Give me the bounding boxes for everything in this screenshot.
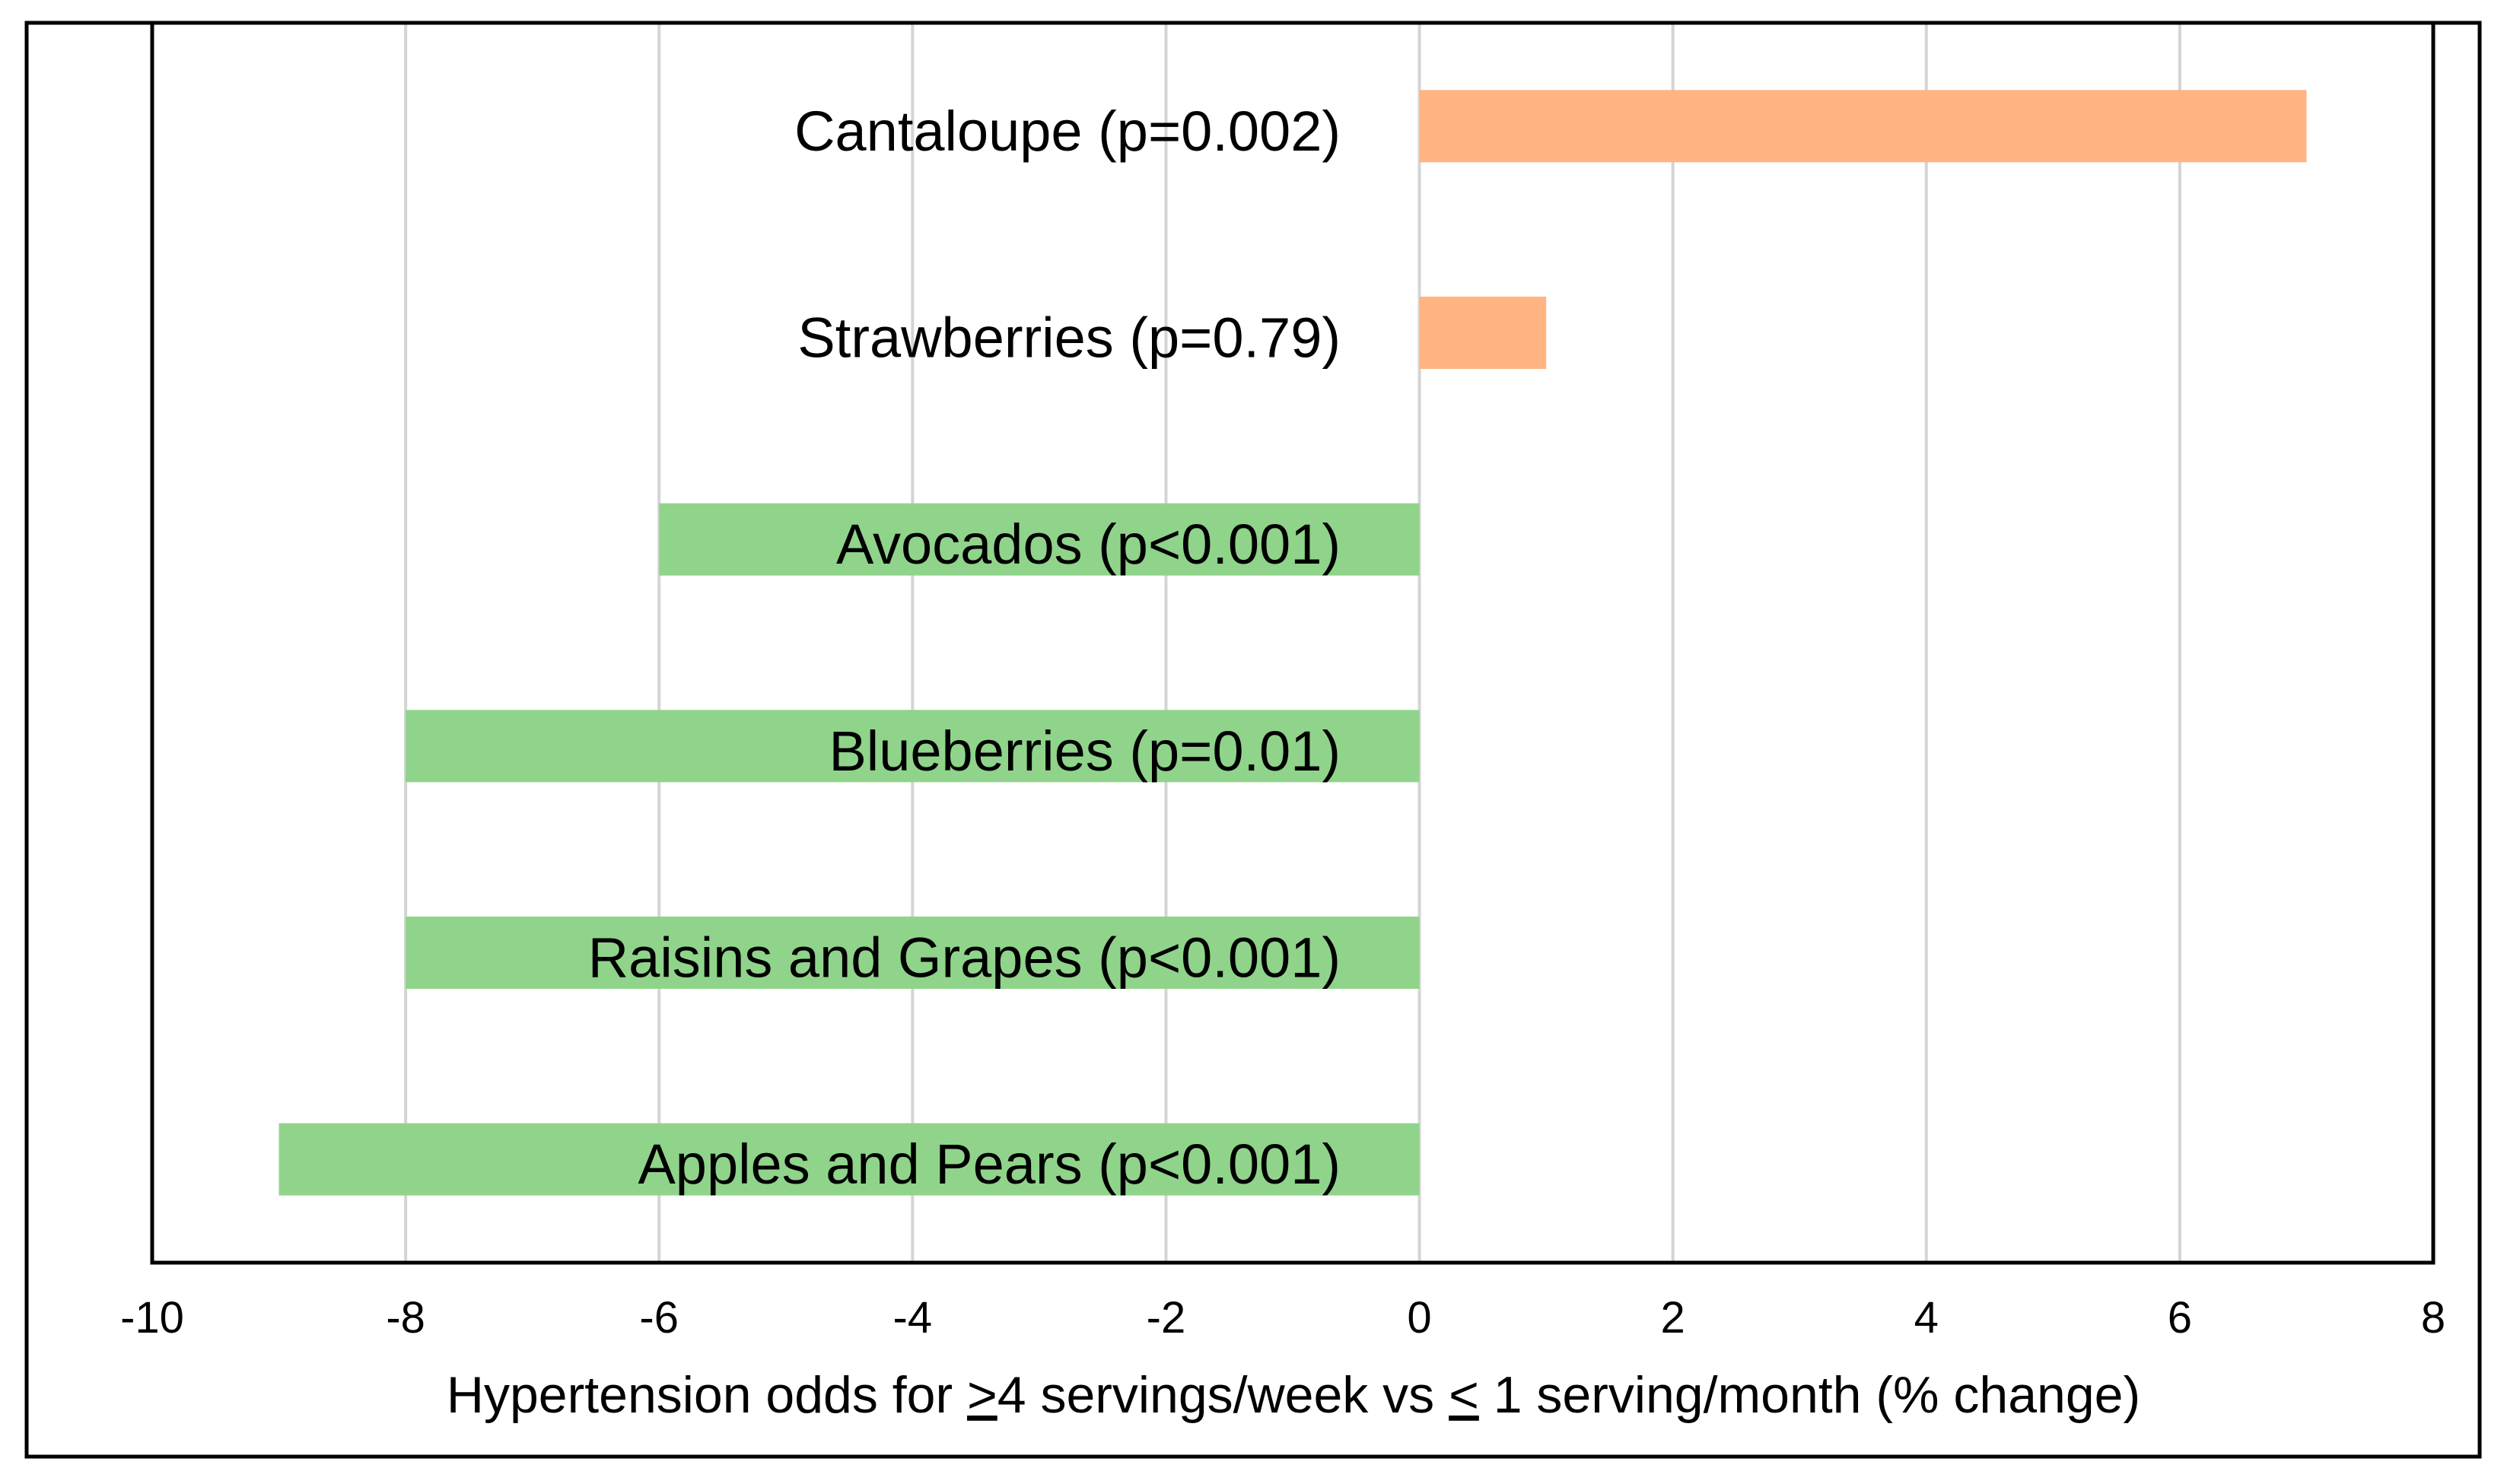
x-tick-label: 2 <box>1661 1293 1685 1343</box>
bar <box>406 917 1420 989</box>
category-label: Avocados (p<0.001) <box>836 513 1341 576</box>
x-tick-label: -2 <box>1147 1293 1186 1343</box>
x-axis-title: Hypertension odds for >4 servings/week v… <box>447 1366 2140 1424</box>
x-tick-label: -10 <box>120 1293 184 1343</box>
grid-lines <box>404 23 2181 1263</box>
plot-frame <box>150 21 2436 1265</box>
bar <box>659 503 1420 576</box>
bars <box>278 90 2307 1196</box>
x-tick-label: -4 <box>893 1293 933 1343</box>
x-tick-label: 0 <box>1407 1293 1431 1343</box>
x-tick-label: 8 <box>2421 1293 2445 1343</box>
category-label: Raisins and Grapes (p<0.001) <box>588 926 1341 990</box>
x-tick-labels: -10 -8 -6 -4 -2 0 2 4 6 8 <box>120 1293 2445 1343</box>
bar <box>278 1123 1420 1196</box>
bar <box>406 710 1420 783</box>
category-label: Strawberries (p=0.79) <box>797 307 1341 370</box>
category-label: Apples and Pears (p<0.001) <box>638 1133 1341 1196</box>
category-label: Blueberries (p=0.01) <box>829 720 1341 783</box>
x-tick-label: -8 <box>386 1293 425 1343</box>
bar <box>1419 297 1547 369</box>
category-label: Cantaloupe (p=0.002) <box>794 100 1341 163</box>
bar <box>1419 90 2307 163</box>
x-tick-label: -6 <box>639 1293 679 1343</box>
x-tick-label: 4 <box>1914 1293 1939 1343</box>
x-tick-label: 6 <box>2168 1293 2192 1343</box>
category-labels: Cantaloupe (p=0.002) Strawberries (p=0.79… <box>588 100 1341 1196</box>
